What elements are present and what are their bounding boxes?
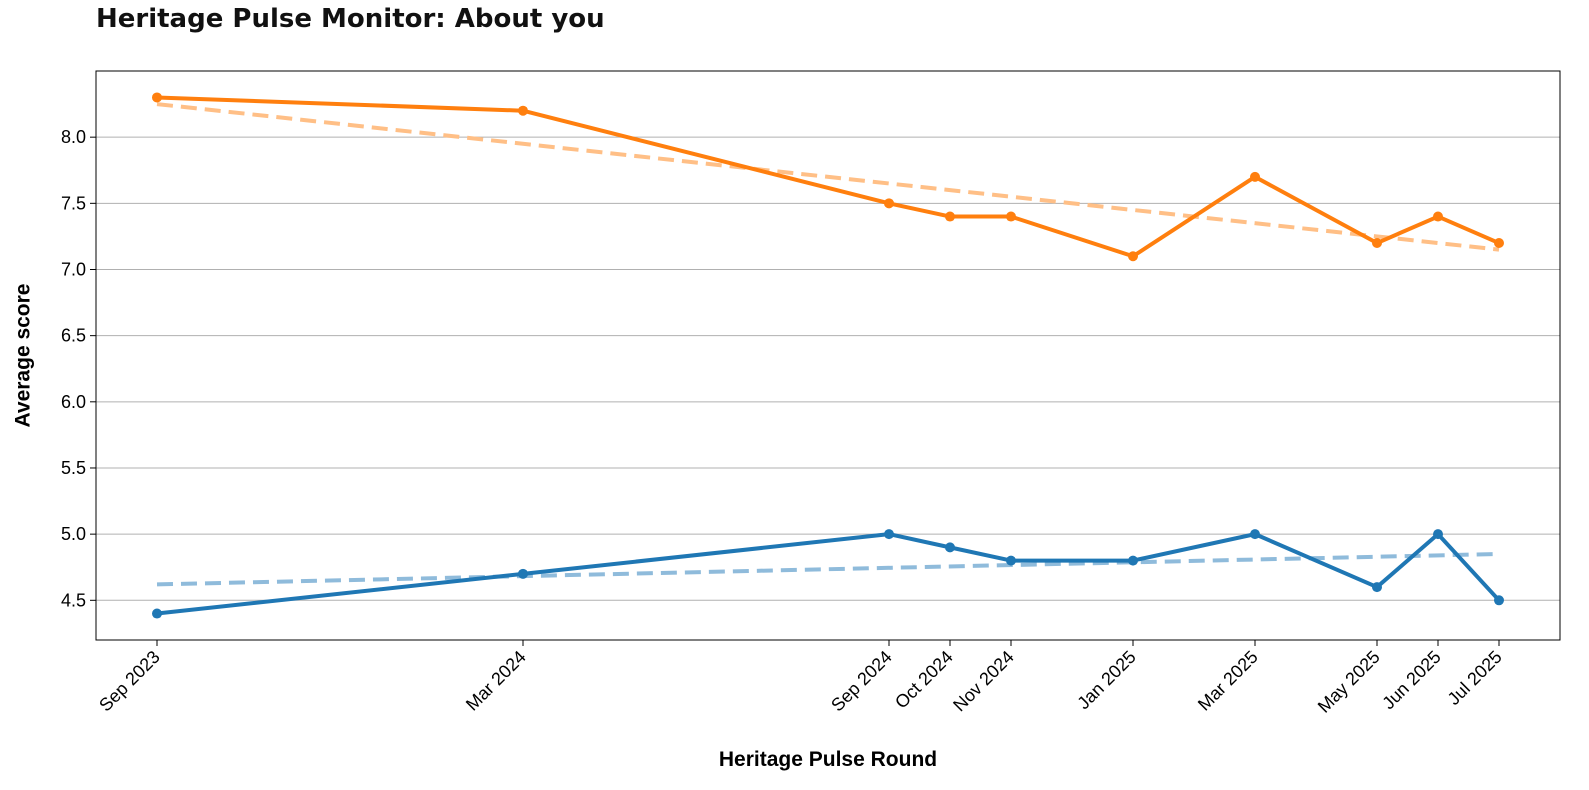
x-tick-label: May 2025: [1314, 647, 1384, 717]
data-point: [945, 211, 955, 222]
data-point: [1128, 251, 1138, 262]
plot-frame: [95, 70, 1561, 641]
series-line-1: [155, 532, 1501, 616]
gridlines: [96, 136, 1560, 601]
x-tick-label: Jul 2025: [1444, 647, 1506, 709]
data-point: [1433, 211, 1443, 222]
data-point: [945, 542, 955, 553]
data-point: [1433, 529, 1443, 540]
x-tick-label: Jun 2025: [1378, 647, 1445, 714]
x-tick-label: Oct 2024: [891, 647, 957, 713]
data-point: [884, 529, 894, 540]
y-tick-label: 8.0: [61, 127, 86, 147]
data-point: [1372, 582, 1382, 593]
data-point: [1250, 171, 1260, 182]
page-title: Heritage Pulse Monitor: About you: [96, 4, 605, 34]
y-tick-label: 4.5: [61, 590, 86, 610]
trend-line-1: [156, 551, 1500, 587]
x-tick-label: Nov 2024: [949, 647, 1018, 716]
x-axis-title: Heritage Pulse Round: [719, 748, 937, 771]
y-axis-ticks: 4.5 5.0 5.5 6.0 6.5 7.0 7.5 8.0: [61, 127, 96, 610]
x-tick-label: Mar 2024: [462, 647, 530, 715]
x-tick-label: Jan 2025: [1073, 647, 1140, 714]
series-lines: [155, 95, 1501, 616]
y-tick-label: 7.5: [61, 193, 86, 213]
y-axis-title: Average score: [12, 284, 35, 428]
y-tick-label: 5.5: [61, 458, 86, 478]
data-point: [1494, 595, 1504, 606]
data-point: [1372, 238, 1382, 249]
series-points: [152, 92, 1504, 619]
trend-lines: [156, 102, 1500, 587]
data-point: [1006, 555, 1016, 566]
trend-line-0: [156, 102, 1500, 252]
data-point: [1494, 238, 1504, 249]
data-point: [152, 92, 162, 103]
y-tick-label: 6.0: [61, 392, 86, 412]
data-point: [518, 568, 528, 579]
data-point: [518, 105, 528, 116]
y-tick-label: 5.0: [61, 524, 86, 544]
data-point: [1250, 529, 1260, 540]
x-tick-label: Mar 2025: [1194, 647, 1262, 715]
y-tick-label: 6.5: [61, 326, 86, 346]
data-point: [152, 608, 162, 619]
series-line-0: [155, 95, 1501, 259]
data-point: [1128, 555, 1138, 566]
data-point: [1006, 211, 1016, 222]
data-point: [884, 198, 894, 209]
y-tick-label: 7.0: [61, 259, 86, 279]
x-tick-label: Sep 2024: [827, 647, 896, 716]
x-tick-label: Sep 2023: [95, 647, 164, 716]
